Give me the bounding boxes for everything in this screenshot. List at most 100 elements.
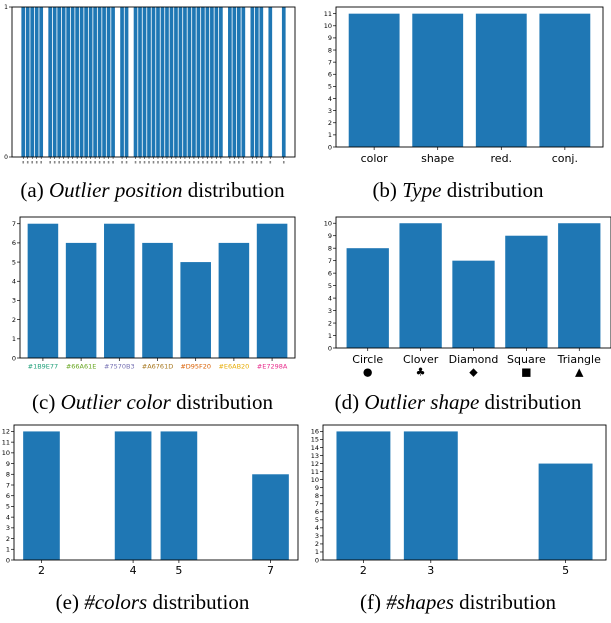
bar <box>228 7 232 157</box>
y-tick-label: 2 <box>328 119 332 127</box>
x-tick-label <box>215 161 218 164</box>
bar <box>348 13 400 147</box>
y-tick-label: 5 <box>315 516 319 524</box>
x-tick-label: 7 <box>267 564 274 577</box>
plot-frame <box>13 424 299 561</box>
bar <box>160 431 198 560</box>
panel-f: 0 1 2 3 4 5 6 7 8 9 10 11 12 13 14 15 16 2 3 5 (f) #shapes … <box>305 420 611 623</box>
y-tick-label: 8 <box>6 471 10 479</box>
x-tick-label <box>80 161 83 164</box>
x-tick-label: #66A61E <box>66 363 97 371</box>
bar <box>104 223 135 358</box>
y-tick-label: 2 <box>12 316 16 324</box>
y-tick-label: 6 <box>12 239 16 247</box>
x-tick-label <box>206 161 209 164</box>
shape-symbol: ● <box>363 366 373 379</box>
bar <box>346 248 389 348</box>
x-tick-label <box>103 161 105 164</box>
x-tick-label <box>242 161 245 164</box>
bar <box>538 463 593 560</box>
y-tick-label: 3 <box>328 307 332 315</box>
bar <box>23 431 60 560</box>
plot-frame <box>335 6 604 148</box>
bar <box>259 7 264 157</box>
x-tick-label <box>188 161 191 164</box>
y-tick-label: 8 <box>328 244 332 252</box>
x-tick-label <box>202 161 204 164</box>
chart-outlier-position: 01 <box>4 4 296 164</box>
plot-frame <box>19 216 296 359</box>
x-tick-label: 5 <box>562 564 569 577</box>
x-tick-label <box>269 161 272 164</box>
x-tick-label: conj. <box>552 152 578 165</box>
chart-outlier-shape: 0 1 2 3 4 5 6 7 8 9 10 Circle● Clover♣ Diamond◆ Square… <box>324 216 611 379</box>
bar <box>174 7 178 157</box>
plot-frame <box>335 216 611 349</box>
chart-outlier-color: 0 1 2 3 4 5 6 7 #1B9E77 #66A61E #7570B3 #A6761D #D95… <box>12 216 296 371</box>
bar <box>133 7 138 157</box>
x-tick-label: 4 <box>130 564 137 577</box>
x-tick-label: red. <box>491 152 513 165</box>
x-tick-label <box>148 161 150 164</box>
x-tick-label: #1B9E77 <box>28 363 59 371</box>
y-tick-label: 3 <box>315 532 319 540</box>
y-tick-label: 9 <box>328 34 332 42</box>
bar <box>65 242 97 358</box>
x-tick-label <box>170 161 173 164</box>
y-tick-label: 0 <box>12 354 16 362</box>
x-tick-label: Circle <box>352 353 383 366</box>
shape-symbol: ♣ <box>416 366 426 379</box>
y-tick-label: 14 <box>311 444 319 452</box>
panel-d: 0 1 2 3 4 5 6 7 8 9 10 Circle ● Clover ♣ Diamond ◆ Square… <box>305 210 611 420</box>
bar <box>250 7 255 157</box>
caption-d: (d) Outlier shape distribution <box>334 390 582 414</box>
x-tick-label <box>26 161 29 164</box>
x-tick-label <box>40 161 42 164</box>
plot-frame <box>322 424 607 561</box>
y-tick-label: 11 <box>311 468 319 476</box>
y-tick-label: 5 <box>328 282 332 290</box>
x-tick-label: #A6761D <box>142 363 173 371</box>
y-tick-label: 4 <box>6 513 10 521</box>
y-tick-label: 0 <box>6 556 10 564</box>
bar <box>84 7 88 157</box>
caption-b: (b) Type distribution <box>372 178 544 202</box>
x-tick-label <box>98 161 101 164</box>
y-tick-label: 1 <box>4 4 8 11</box>
bar <box>147 7 151 157</box>
bar <box>75 7 79 157</box>
bar <box>281 7 286 157</box>
x-tick-label <box>139 161 141 164</box>
bar <box>106 7 111 157</box>
bar <box>111 7 115 157</box>
bar <box>505 235 548 348</box>
bar <box>452 260 495 348</box>
x-tick-label: #E6AB20 <box>218 363 249 371</box>
panel-b: 0 1 2 3 4 5 6 7 8 9 10 11 color shape red. conj. (b) Ty… <box>305 0 611 210</box>
y-tick-label: 0 <box>315 556 319 564</box>
bar <box>114 431 152 560</box>
bar <box>336 431 391 560</box>
bar <box>214 7 219 157</box>
x-tick-label: 3 <box>427 564 434 577</box>
bar <box>142 7 147 157</box>
bar <box>219 7 223 157</box>
chart-type: 0 1 2 3 4 5 6 7 8 9 10 11 color shape red. conj. <box>324 6 604 165</box>
bar <box>558 223 601 348</box>
y-tick-label: 1 <box>12 335 16 343</box>
x-tick-label <box>62 161 65 164</box>
y-tick-label: 3 <box>12 297 16 305</box>
y-tick-label: 0 <box>328 344 332 352</box>
x-tick-label <box>220 161 222 164</box>
x-tick-label <box>76 161 78 164</box>
x-tick-label <box>53 161 56 164</box>
x-tick-label <box>152 161 155 164</box>
x-tick-label: 2 <box>360 564 367 577</box>
x-tick-label <box>238 161 240 164</box>
x-tick-label <box>67 161 69 164</box>
x-tick-label <box>184 161 186 164</box>
bar <box>27 223 59 358</box>
y-tick-label: 12 <box>2 428 10 436</box>
